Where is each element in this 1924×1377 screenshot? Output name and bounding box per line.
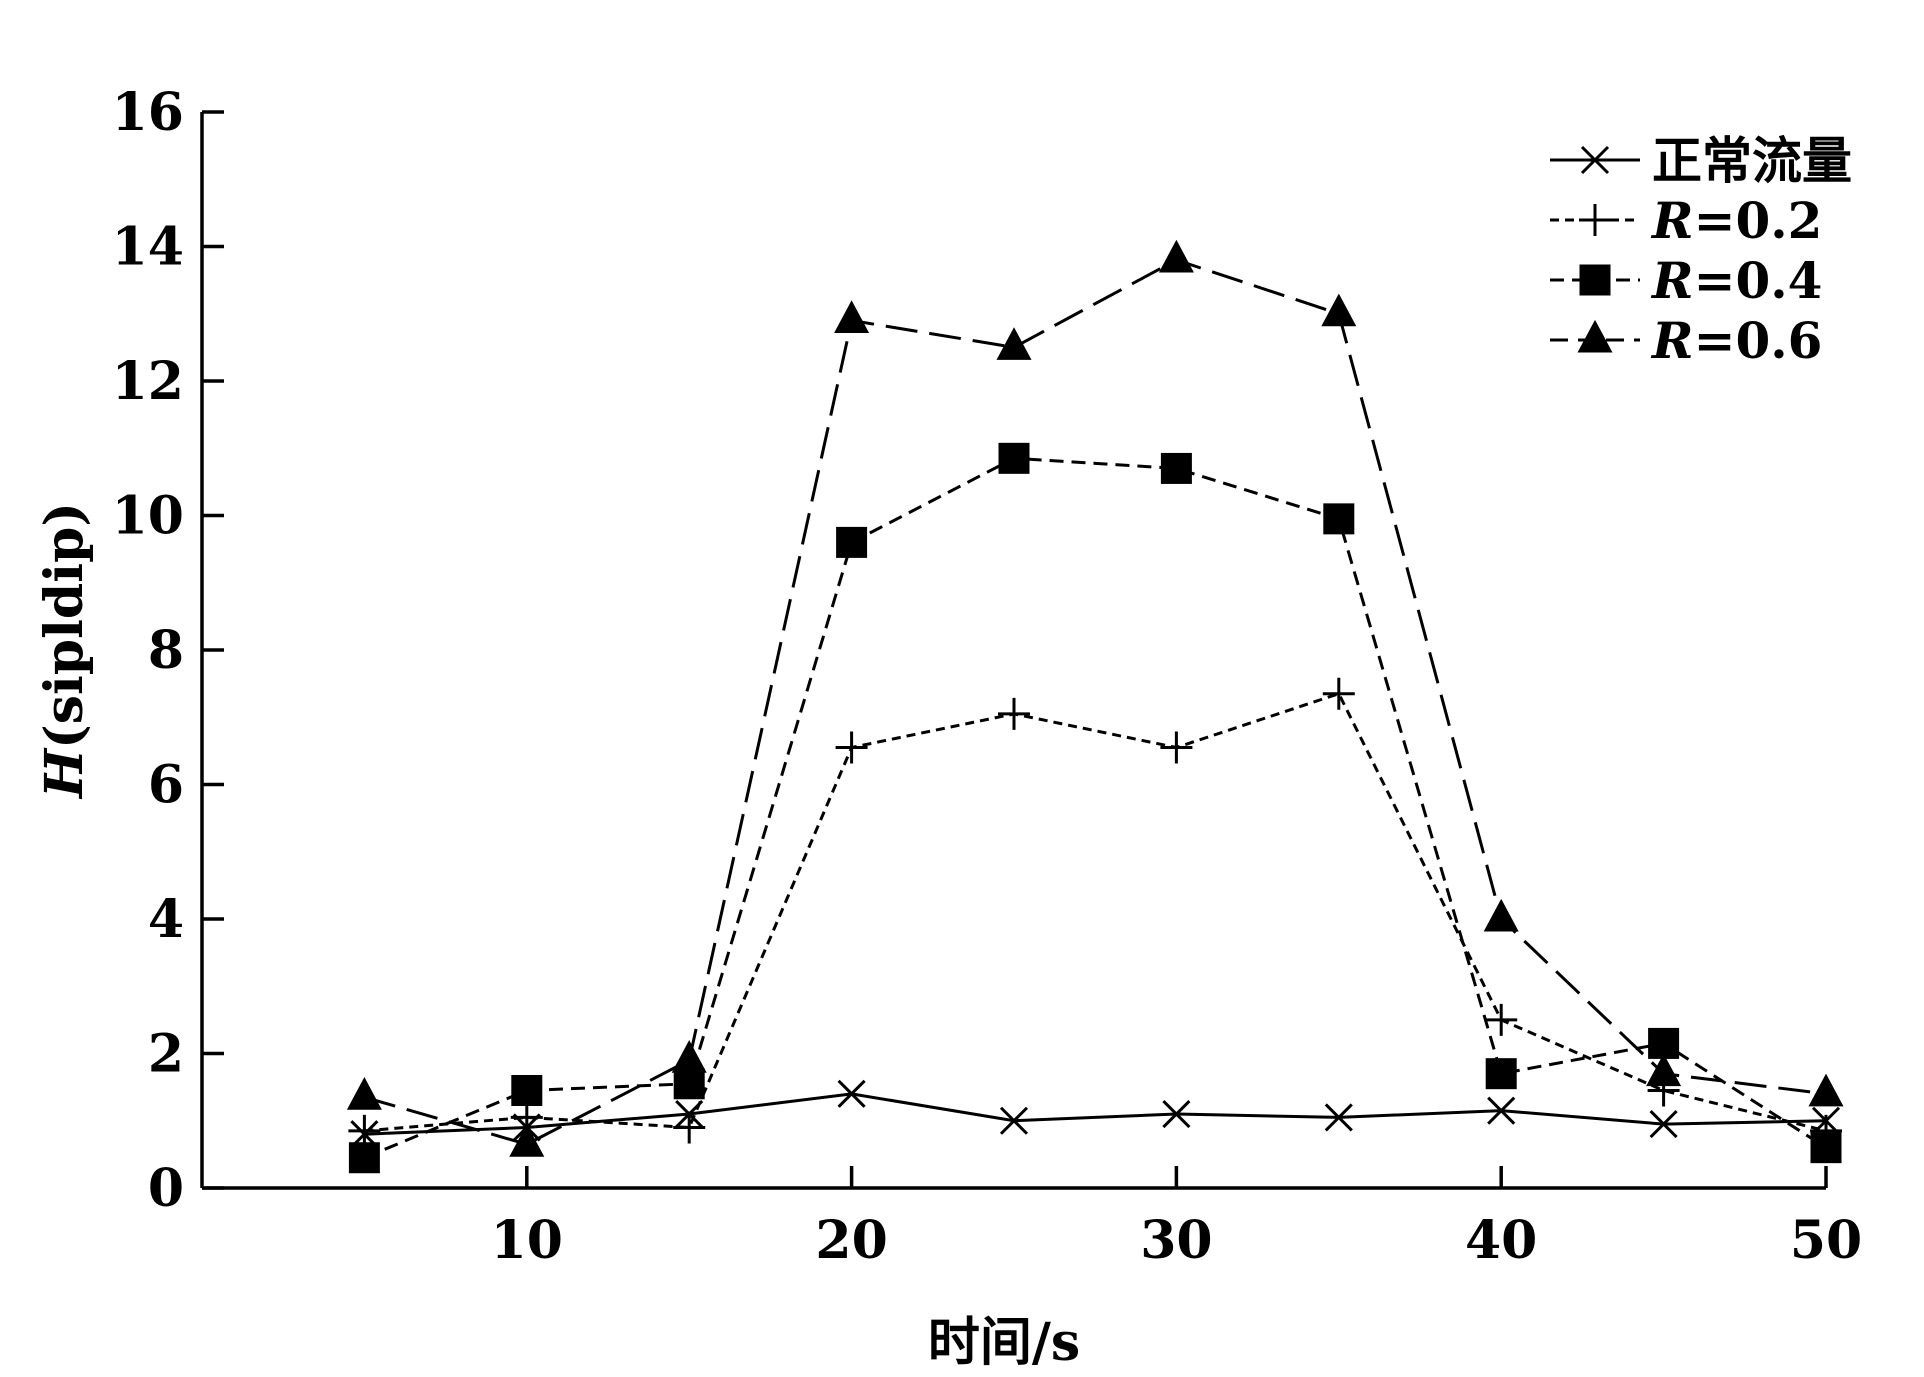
series-line: [364, 691, 1827, 1133]
data-point: [348, 1142, 380, 1174]
legend-symbol: [1580, 145, 1610, 175]
data-point: [999, 1106, 1029, 1135]
y-tick-label: 16: [112, 82, 184, 143]
data-point: [837, 1079, 866, 1108]
x-axis-title: 时间/s: [928, 1312, 1080, 1373]
data-point: [1160, 452, 1192, 484]
data-point: [998, 442, 1030, 474]
legend: 正常流量 R=0.2 R=0.4 R=0.6: [1550, 131, 1852, 370]
legend-label-r02-value: =0.2: [1694, 191, 1823, 250]
legend-label-r02-symbol: R: [1650, 191, 1694, 250]
y-tick-label: 12: [112, 351, 184, 412]
x-tick-label: 40: [1465, 1210, 1537, 1271]
data-point: [1324, 1103, 1353, 1132]
data-point: [834, 300, 870, 333]
data-point: [348, 1114, 381, 1147]
legend-marker-triangle: [1550, 319, 1640, 353]
data-point: [1158, 239, 1194, 273]
data-point: [1160, 731, 1193, 764]
data-point: [1485, 1058, 1517, 1090]
series-0: [350, 1079, 1841, 1149]
legend-item-r04: R=0.4: [1550, 251, 1822, 310]
legend-symbol: [1577, 319, 1613, 353]
data-point: [1483, 898, 1519, 932]
data-point: [998, 697, 1030, 730]
x-tick-label: 50: [1790, 1210, 1862, 1271]
data-point: [1485, 1003, 1518, 1036]
legend-marker-plus: [1550, 204, 1640, 236]
legend-item-normal: 正常流量: [1550, 131, 1852, 190]
legend-label-normal: 正常流量: [1652, 131, 1852, 190]
data-point: [1646, 1053, 1682, 1087]
legend-symbol: [1579, 204, 1611, 236]
data-point: [673, 1068, 705, 1100]
legend-label-r04: R=0.4: [1650, 251, 1822, 310]
data-point: [509, 1124, 545, 1157]
ticks: 0 2 4 6 8 10 12 14 16 10 20 30 40 50: [112, 82, 1863, 1271]
y-axis-title: H(sipldip): [34, 502, 95, 800]
series-3: [346, 239, 1844, 1157]
series-layer: [346, 239, 1844, 1174]
legend-label-r06-value: =0.6: [1694, 311, 1823, 370]
legend-symbol: [1579, 264, 1611, 296]
legend-item-r02: R=0.2: [1550, 191, 1822, 250]
data-point: [1487, 1096, 1516, 1125]
data-point: [671, 1040, 707, 1073]
series-line: [363, 456, 1827, 1160]
data-point: [1810, 1132, 1842, 1164]
data-point: [1323, 503, 1355, 535]
y-tick-label: 10: [112, 486, 184, 547]
series-line: [363, 258, 1827, 1146]
data-point: [1648, 1027, 1680, 1059]
data-point: [1162, 1099, 1191, 1129]
data-point: [673, 1111, 706, 1144]
legend-marker-square: [1550, 264, 1640, 296]
data-point: [1808, 1073, 1844, 1107]
legend-marker-x: [1550, 145, 1640, 175]
data-point: [346, 1077, 382, 1110]
y-tick-label: 6: [148, 755, 184, 816]
data-point: [996, 327, 1032, 360]
legend-item-r06: R=0.6: [1550, 311, 1822, 370]
y-tick-label: 14: [112, 217, 184, 278]
legend-label-r06-symbol: R: [1650, 311, 1694, 370]
series-2: [348, 442, 1842, 1174]
data-point: [835, 731, 868, 764]
data-point: [1649, 1110, 1678, 1139]
data-point: [836, 526, 868, 558]
y-tick-label: 2: [148, 1024, 184, 1085]
data-point: [1321, 293, 1357, 327]
x-tick-label: 10: [491, 1210, 563, 1271]
legend-label-r04-symbol: R: [1650, 251, 1694, 310]
y-axis-title-rest: (sipldip): [34, 502, 95, 749]
x-tick-label: 20: [815, 1210, 887, 1271]
data-point: [511, 1074, 543, 1106]
legend-label-r04-value: =0.4: [1694, 251, 1823, 310]
y-tick-label: 0: [148, 1158, 184, 1219]
data-point: [1322, 677, 1355, 710]
x-tick-label: 30: [1140, 1210, 1212, 1271]
y-axis-title-symbol: H: [34, 747, 95, 800]
legend-label-r02: R=0.2: [1650, 191, 1822, 250]
y-tick-label: 8: [148, 620, 184, 681]
y-tick-label: 4: [148, 889, 184, 950]
series-1: [348, 677, 1842, 1147]
legend-label-r06: R=0.6: [1650, 311, 1822, 370]
series-line: [364, 1092, 1827, 1136]
